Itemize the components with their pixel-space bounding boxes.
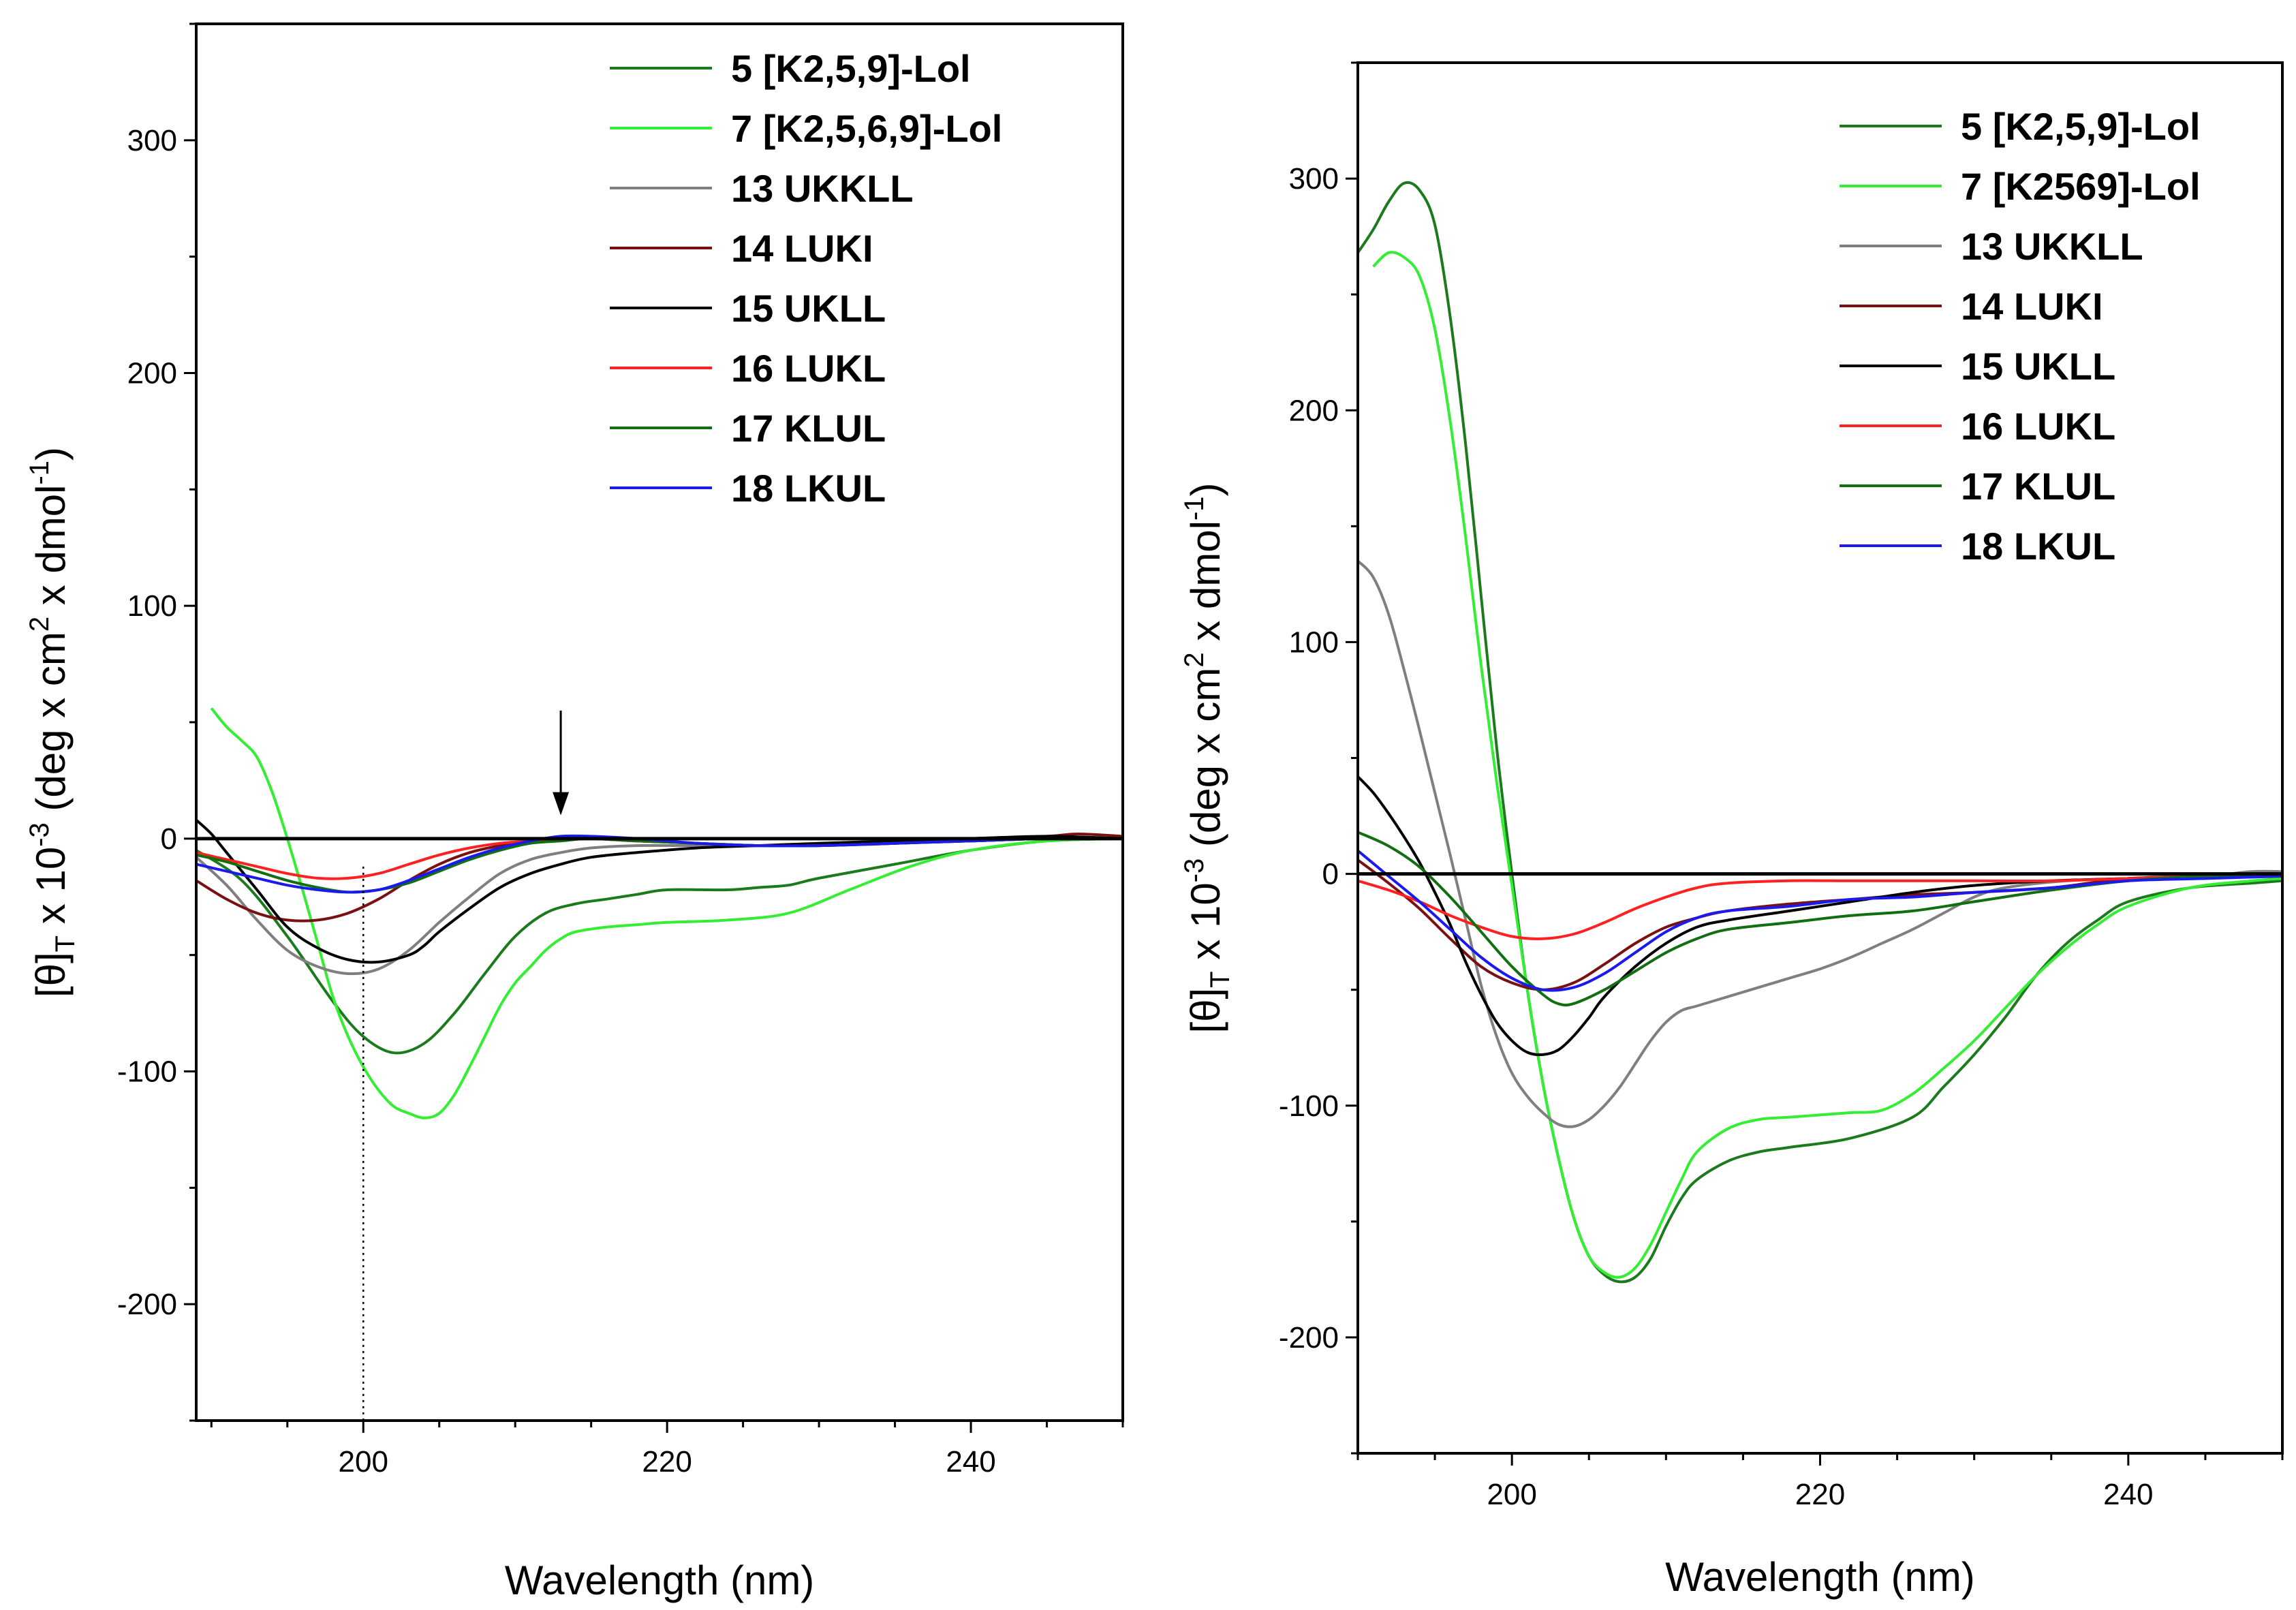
right-legend-label-2: 13 UKKLL (1961, 225, 2143, 268)
left-y-tick-label: 100 (127, 589, 177, 623)
left-legend-label-1: 7 [K2,5,6,9]-Lol (731, 107, 1002, 150)
right-legend-label-7: 18 LKUL (1961, 525, 2115, 568)
right-ylabel-exp1: -3 (1179, 858, 1209, 883)
left-arrow-head-icon (553, 792, 570, 816)
left-ylabel-tail: x dmol (28, 485, 74, 617)
right-axis-ticks: -200 -100 0 100 200 300 200 220 240 (1279, 61, 2284, 1511)
right-series-line-1 (1372, 251, 2283, 1279)
right-y-tick-label: 300 (1289, 162, 1339, 196)
left-legend-label-0: 5 [K2,5,9]-Lol (731, 47, 971, 90)
right-y-tick-label: -100 (1279, 1089, 1339, 1123)
left-series-group (195, 707, 1123, 1119)
right-legend-label-6: 17 KLUL (1961, 465, 2115, 508)
left-ylabel-close: ) (28, 447, 74, 461)
left-x-tick-label: 200 (339, 1445, 388, 1479)
left-plot-frame (195, 22, 1124, 1422)
left-series-line-4 (195, 819, 1123, 964)
right-ylabel-exp2: 2 (1179, 652, 1209, 667)
right-series-line-7 (1356, 850, 2283, 992)
left-panel: -200 -100 0 100 200 300 200 220 240 5 [K2,5,9]-L… (25, 22, 1124, 1603)
left-ylabel-units: (deg x cm (28, 632, 74, 822)
left-legend-label-4: 15 UKLL (731, 287, 886, 330)
left-legend: 5 [K2,5,9]-Lol 7 [K2,5,6,9]-Lol 13 UKKLL 14… (610, 47, 1002, 510)
right-ylabel-units: (deg x cm (1183, 668, 1228, 858)
left-x-tick-label: 220 (642, 1445, 692, 1479)
right-ylabel-close: ) (1183, 482, 1228, 496)
right-y-tick-label: 0 (1322, 858, 1339, 891)
left-legend-label-5: 16 LUKL (731, 347, 886, 390)
right-legend-label-4: 15 UKLL (1961, 345, 2115, 388)
left-ylabel-exp3: -1 (25, 461, 55, 485)
right-ylabel-sub: T (1205, 971, 1235, 987)
left-y-tick-label: -200 (117, 1288, 177, 1321)
right-series-line-5 (1357, 874, 2283, 940)
right-legend-label-3: 14 LUKI (1961, 285, 2103, 328)
left-series-line-0 (195, 837, 1123, 1055)
right-series-line-6 (1357, 831, 2283, 1007)
left-ylabel-sub: T (50, 935, 80, 952)
left-y-tick-label: 200 (127, 357, 177, 390)
right-y-axis-title: [θ]T x 10-3 (deg x cm2 x dmol-1) (1179, 482, 1235, 1033)
right-series-line-0 (1356, 181, 2283, 1284)
left-legend-label-2: 13 UKKLL (731, 167, 914, 210)
left-legend-label-3: 14 LUKI (731, 227, 873, 270)
left-y-axis-title: [θ]T x 10-3 (deg x cm2 x dmol-1) (25, 447, 80, 997)
left-axis-ticks: -200 -100 0 100 200 300 200 220 240 (117, 22, 1124, 1479)
left-legend-label-6: 17 KLUL (731, 407, 886, 450)
right-x-tick-label: 240 (2103, 1478, 2153, 1511)
right-series-line-2 (1356, 559, 2283, 1128)
left-ylabel-mid: x 10 (28, 847, 74, 935)
left-y-tick-label: 0 (161, 822, 177, 856)
left-ylabel-exp2: 2 (25, 617, 55, 632)
left-series-line-1 (210, 707, 1123, 1119)
left-y-tick-label: 300 (127, 124, 177, 157)
right-ylabel-mid: x 10 (1183, 882, 1228, 971)
right-ylabel-theta: [θ] (1183, 988, 1228, 1034)
right-y-tick-label: -200 (1279, 1321, 1339, 1354)
right-x-axis-title: Wavelength (nm) (1665, 1554, 1975, 1600)
right-legend-label-5: 16 LUKL (1961, 405, 2115, 448)
right-y-tick-label: 200 (1289, 394, 1339, 427)
right-x-tick-label: 220 (1795, 1478, 1845, 1511)
left-x-axis-title: Wavelength (nm) (505, 1558, 815, 1603)
left-x-tick-label: 240 (946, 1445, 995, 1479)
right-y-tick-label: 100 (1289, 625, 1339, 659)
right-series-group (1356, 181, 2283, 1284)
left-y-tick-label: -100 (117, 1055, 177, 1089)
right-panel: -200 -100 0 100 200 300 200 220 240 5 [K2,5,9]-L… (1179, 61, 2284, 1600)
right-ylabel-exp3: -1 (1179, 496, 1209, 521)
left-ylabel-exp1: -3 (25, 822, 55, 847)
left-series-line-2 (195, 837, 1123, 976)
left-legend-label-7: 18 LKUL (731, 467, 886, 510)
right-legend: 5 [K2,5,9]-Lol 7 [K2569]-Lol 13 UKKLL 14 LU… (1840, 105, 2201, 568)
left-ylabel-theta: [θ] (28, 952, 74, 997)
right-x-tick-label: 200 (1487, 1478, 1536, 1511)
right-series-line-4 (1356, 775, 2283, 1057)
left-annotations (362, 710, 570, 1421)
right-legend-label-0: 5 [K2,5,9]-Lol (1961, 105, 2201, 148)
right-legend-label-1: 7 [K2569]-Lol (1961, 165, 2201, 208)
right-ylabel-tail: x dmol (1183, 521, 1228, 652)
